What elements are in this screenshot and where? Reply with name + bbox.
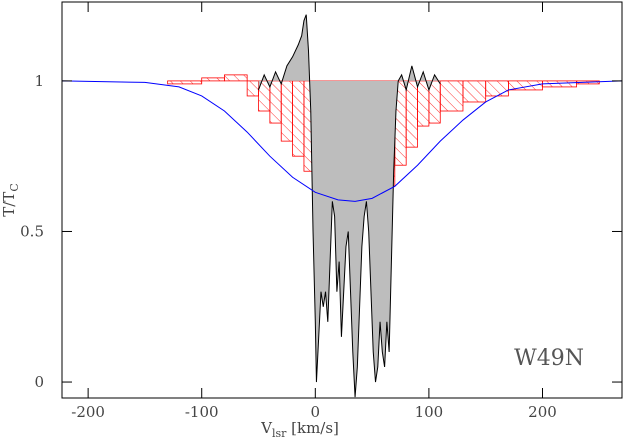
histogram-bar [280, 80, 293, 142]
x-label-sub: lsr [272, 427, 287, 440]
plot-area [62, 14, 622, 398]
y-tick-label: 0 [34, 373, 44, 391]
x-tick-label: 0 [311, 403, 321, 421]
histogram-bar [462, 80, 487, 103]
x-tick-label: -100 [185, 403, 219, 421]
histogram-bar [269, 80, 282, 124]
y-axis-label: T/TC [0, 183, 21, 217]
axes: -200 -100 0 100 200 0 0.5 1 [20, 2, 622, 421]
x-label-main: V [260, 419, 273, 437]
y-label-sub: C [8, 183, 21, 191]
annotation: W49N [514, 346, 584, 371]
histogram-bar [428, 80, 441, 124]
histogram-bar [405, 80, 418, 148]
histogram-bar [246, 80, 259, 97]
histogram-bar [201, 77, 225, 82]
histogram-bar [167, 80, 203, 85]
histogram-bar [292, 80, 305, 157]
histogram-bar [417, 80, 430, 127]
model-line [62, 80, 622, 202]
histogram-bar [224, 74, 248, 82]
x-tick-label: 100 [415, 403, 444, 421]
histogram-bar [439, 80, 464, 112]
x-axis-label: Vlsr [km/s] [260, 419, 339, 440]
histogram-bar [485, 80, 509, 97]
y-tick-label: 1 [34, 72, 44, 90]
x-label-rest: [km/s] [286, 419, 339, 437]
y-tick-label: 0.5 [20, 222, 44, 240]
x-tick-label: 200 [528, 403, 557, 421]
x-tick-label: -200 [71, 403, 105, 421]
spectrum-fill [258, 14, 441, 398]
frame [61, 1, 623, 399]
spectrum-line [258, 14, 441, 398]
y-label-main: T/T [0, 192, 18, 217]
